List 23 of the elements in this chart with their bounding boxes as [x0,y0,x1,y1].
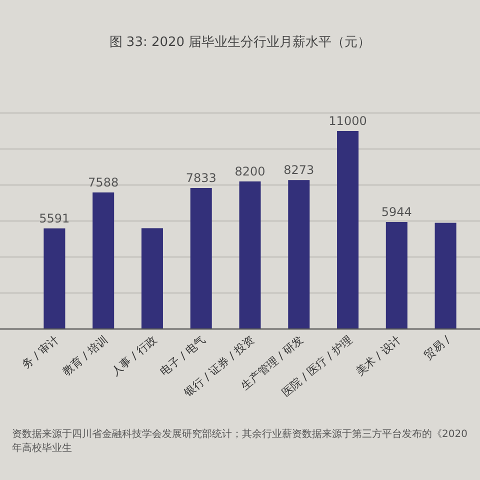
x-tick-label: 务 / 审计 [20,333,62,372]
bar [239,181,261,329]
data-label: 5944 [381,205,412,220]
chart-title: 图 33: 2020 届毕业生分行业月薪水平（元） [109,35,371,50]
text: 资数据来源于四川省金融科技学会发展研究部统计；其余行业薪资数据来源于第三方平台发布的《2020 年高校毕业生 [12,428,468,456]
bar [141,228,163,329]
bar [386,222,408,329]
data-label: 7833 [186,171,216,186]
bar [92,192,114,329]
bar [190,188,212,329]
bar [434,222,456,329]
x-tick-label: 教育 / 培训 [60,333,110,378]
data-label: 11000 [328,114,367,128]
x-tick-label: 贸易 / [422,333,453,362]
bar [288,180,310,329]
data-label: 7588 [88,175,119,190]
data-label: 8200 [234,164,266,178]
bar [44,228,66,329]
x-tick-label: 人事 / 行政 [108,333,160,378]
bar [337,131,359,329]
data-label: 5591 [39,211,70,226]
x-tick-label: 美术 / 设计 [353,333,404,378]
data-label: 8273 [284,163,314,178]
